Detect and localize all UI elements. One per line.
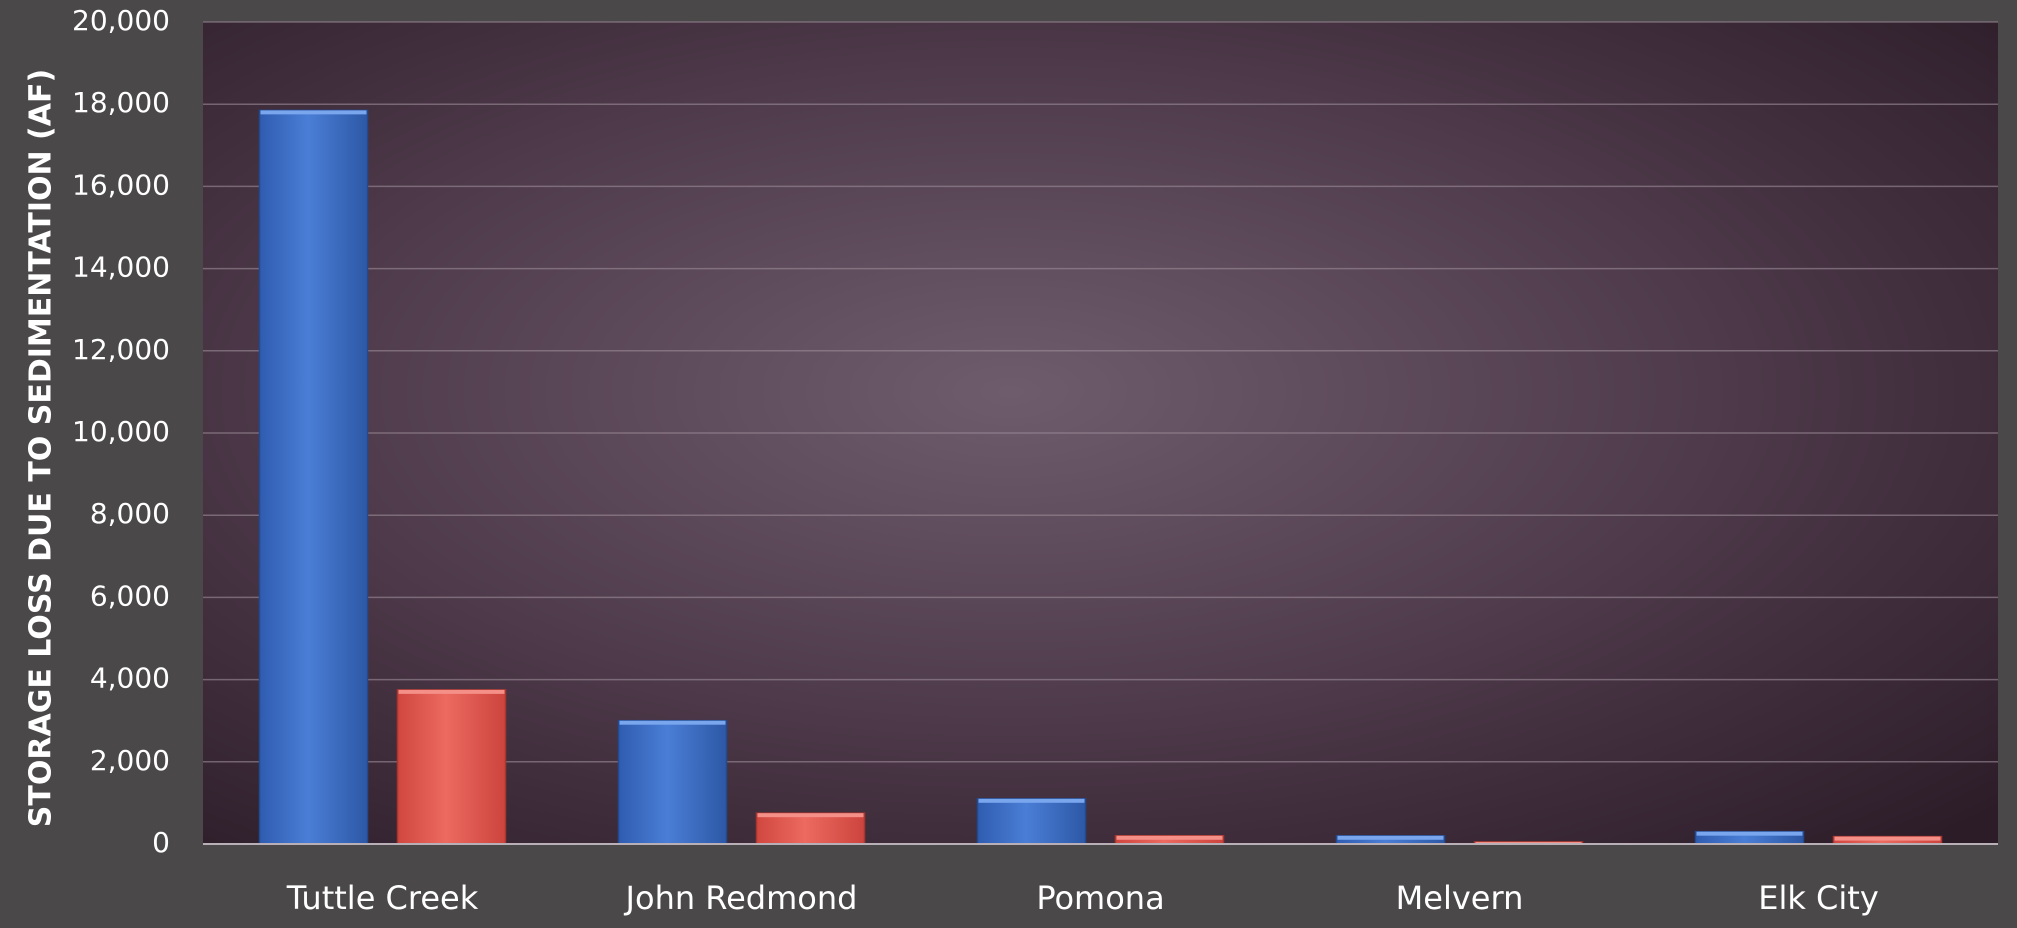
bar-top-highlight bbox=[398, 689, 505, 694]
bar bbox=[396, 689, 507, 845]
x-tick-label: Pomona bbox=[1036, 879, 1164, 917]
bar bbox=[976, 798, 1087, 845]
bar bbox=[617, 719, 728, 845]
y-tick-label: 16,000 bbox=[72, 168, 170, 201]
bar bbox=[258, 109, 369, 845]
y-axis-label: STORAGE LOSS DUE TO SEDIMENTATION (AF) bbox=[24, 69, 59, 827]
bar-top-highlight bbox=[1337, 835, 1444, 840]
bar bbox=[755, 812, 866, 845]
bar-top-highlight bbox=[978, 798, 1085, 803]
gridlines bbox=[203, 21, 1998, 763]
x-tick-label: Elk City bbox=[1758, 879, 1879, 917]
y-tick-label: 20,000 bbox=[72, 4, 170, 37]
x-tick-label: Tuttle Creek bbox=[286, 879, 479, 917]
bar-top-highlight bbox=[757, 813, 864, 818]
bar-top-highlight bbox=[619, 720, 726, 725]
y-tick-label: 12,000 bbox=[72, 333, 170, 366]
y-tick-label: 10,000 bbox=[72, 415, 170, 448]
y-tick-label: 4,000 bbox=[90, 662, 170, 695]
bar-top-highlight bbox=[260, 110, 367, 115]
bar-top-highlight bbox=[1475, 841, 1582, 844]
y-tick-label: 18,000 bbox=[72, 86, 170, 119]
y-tick-label: 8,000 bbox=[90, 497, 170, 530]
x-tick-label: Melvern bbox=[1396, 879, 1524, 917]
y-tick-label: 2,000 bbox=[90, 744, 170, 777]
y-tick-label: 14,000 bbox=[72, 251, 170, 284]
x-axis-ticks: Tuttle Creek John Redmond Pomona Melvern Elk… bbox=[286, 879, 1879, 917]
bar-top-highlight bbox=[1696, 831, 1803, 836]
bar-top-highlight bbox=[1834, 836, 1941, 841]
bar-top-highlight bbox=[1116, 835, 1223, 840]
y-axis-ticks: 0 2,000 4,000 6,000 8,000 10,000 12,000 14,000 1… bbox=[72, 4, 170, 859]
x-tick-label: John Redmond bbox=[624, 879, 858, 917]
y-tick-label: 0 bbox=[152, 826, 170, 859]
y-tick-label: 6,000 bbox=[90, 579, 170, 612]
